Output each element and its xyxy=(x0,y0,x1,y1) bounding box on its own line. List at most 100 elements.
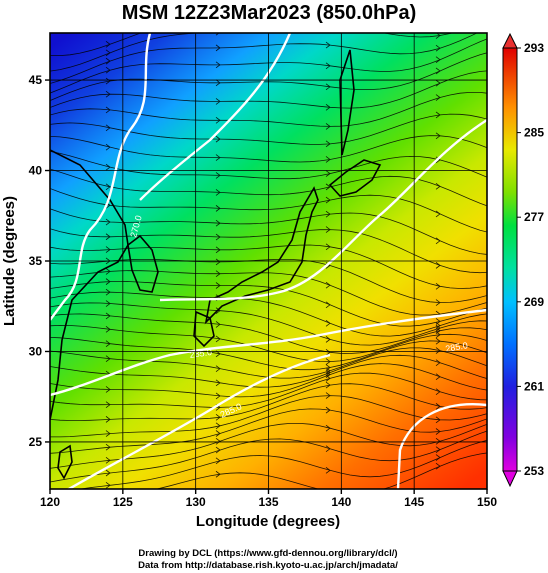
colorbar-ticks: 253 261 269 277 285 293 xyxy=(517,41,544,478)
streamline-arrow xyxy=(105,268,111,275)
contour-label: 285.0 xyxy=(445,340,469,354)
streamline-arrow xyxy=(215,258,221,266)
y-tick-labels: 25 30 35 40 45 xyxy=(29,73,43,449)
streamline-arrow xyxy=(215,154,221,161)
isotherm-contour xyxy=(159,118,487,302)
streamline xyxy=(50,52,487,101)
streamline xyxy=(50,270,487,316)
streamline-arrow xyxy=(105,49,111,57)
streamline-arrow xyxy=(435,322,441,329)
streamline-arrow xyxy=(215,98,221,105)
streamline-arrow xyxy=(215,365,221,372)
streamline-arrow xyxy=(435,388,441,395)
streamline-arrow xyxy=(105,246,111,253)
streamline-arrow xyxy=(435,156,441,164)
streamline-arrow xyxy=(215,470,221,478)
y-tick-label: 25 xyxy=(29,435,43,449)
streamline-arrow xyxy=(435,373,441,381)
colorbar-max-arrow xyxy=(502,32,518,49)
x-tick-label: 135 xyxy=(258,495,278,509)
streamline-arrow xyxy=(215,246,221,254)
streamline xyxy=(50,363,487,398)
streamline-arrow xyxy=(215,321,221,328)
isotherm-contours xyxy=(50,33,487,489)
streamline-arrow xyxy=(106,494,110,500)
streamline-arrow xyxy=(435,331,441,339)
streamline-arrow xyxy=(435,210,441,218)
coastline-kyushu xyxy=(193,310,215,348)
x-tick-label: 120 xyxy=(40,495,60,509)
streamline xyxy=(50,33,454,72)
streamline-arrow xyxy=(435,67,441,75)
y-tick-label: 40 xyxy=(29,164,43,178)
streamline-arrow xyxy=(215,172,221,179)
y-tick-label: 30 xyxy=(29,344,43,358)
streamline-arrow xyxy=(325,336,331,343)
streamline-arrow xyxy=(325,243,331,251)
chart-title: MSM 12Z23Mar2023 (850.0hPa) xyxy=(122,2,417,24)
streamline xyxy=(50,281,487,327)
streamline-arrow xyxy=(215,392,221,400)
streamline-arrow xyxy=(215,270,221,278)
streamline-arrow xyxy=(215,205,221,212)
streamline-arrow xyxy=(215,282,221,289)
streamline-arrow xyxy=(215,44,221,52)
streamline-arrow xyxy=(105,278,111,285)
streamline-arrow xyxy=(105,77,111,85)
streamline-arrow xyxy=(435,454,441,461)
grid xyxy=(50,33,487,489)
contour-label: 285.0 xyxy=(189,347,213,360)
streamline xyxy=(50,408,487,454)
streamline-arrow xyxy=(435,359,441,366)
streamline-arrow xyxy=(325,319,331,327)
streamline xyxy=(50,337,487,371)
streamline-arrow xyxy=(105,443,111,451)
streamline-arrow xyxy=(105,300,111,307)
streamline-arrow xyxy=(325,358,331,365)
streamline-arrow xyxy=(105,163,111,171)
streamline-arrow xyxy=(215,335,221,343)
streamline xyxy=(78,439,487,489)
streamline-arrow xyxy=(325,348,331,356)
x-tick-label: 130 xyxy=(186,495,206,509)
streamline-arrow xyxy=(215,430,221,437)
streamline-arrow xyxy=(105,416,111,423)
streamline-arrow xyxy=(435,44,441,52)
x-axis-label: Longitude (degrees) xyxy=(196,513,340,530)
streamline-arrow xyxy=(325,381,331,389)
streamline-arrow xyxy=(435,56,441,64)
streamline-arrow xyxy=(325,62,331,70)
plot-area: 270.0 285.0 285.0 285.0 xyxy=(50,33,487,500)
x-tick-labels: 120 125 130 135 140 145 150 xyxy=(40,495,497,509)
streamline-arrow xyxy=(215,189,221,196)
streamline-arrow xyxy=(105,469,111,477)
streamline-arrow xyxy=(435,462,441,470)
streamline-arrow xyxy=(215,116,221,124)
streamline-arrow xyxy=(325,369,331,376)
streamline-arrow xyxy=(105,386,111,393)
streamline-arrow xyxy=(435,132,441,140)
streamlines xyxy=(50,33,487,500)
streamline-arrow xyxy=(435,337,441,345)
streamline xyxy=(50,135,487,163)
streamline-arrow xyxy=(215,446,221,454)
streamline-arrow xyxy=(105,143,111,151)
streamline-arrow xyxy=(435,111,441,119)
streamline xyxy=(50,313,487,354)
streamline-arrow xyxy=(435,428,441,435)
streamline xyxy=(50,188,487,233)
streamline-arrow xyxy=(325,103,331,111)
streamline-arrow xyxy=(435,282,441,290)
streamline-arrow xyxy=(105,218,111,226)
coastline-taiwan xyxy=(57,444,73,480)
streamline-arrow xyxy=(325,281,331,289)
streamline-arrow xyxy=(105,90,111,98)
isotherm-contour xyxy=(50,33,152,321)
streamline-arrow xyxy=(215,233,221,241)
streamline-arrow xyxy=(105,124,111,132)
streamline-arrow xyxy=(325,424,331,432)
colorbar-tick-label: 293 xyxy=(524,41,544,55)
coastline-korea xyxy=(127,234,159,293)
streamline-arrow xyxy=(435,446,441,453)
streamline-arrow xyxy=(105,340,111,348)
